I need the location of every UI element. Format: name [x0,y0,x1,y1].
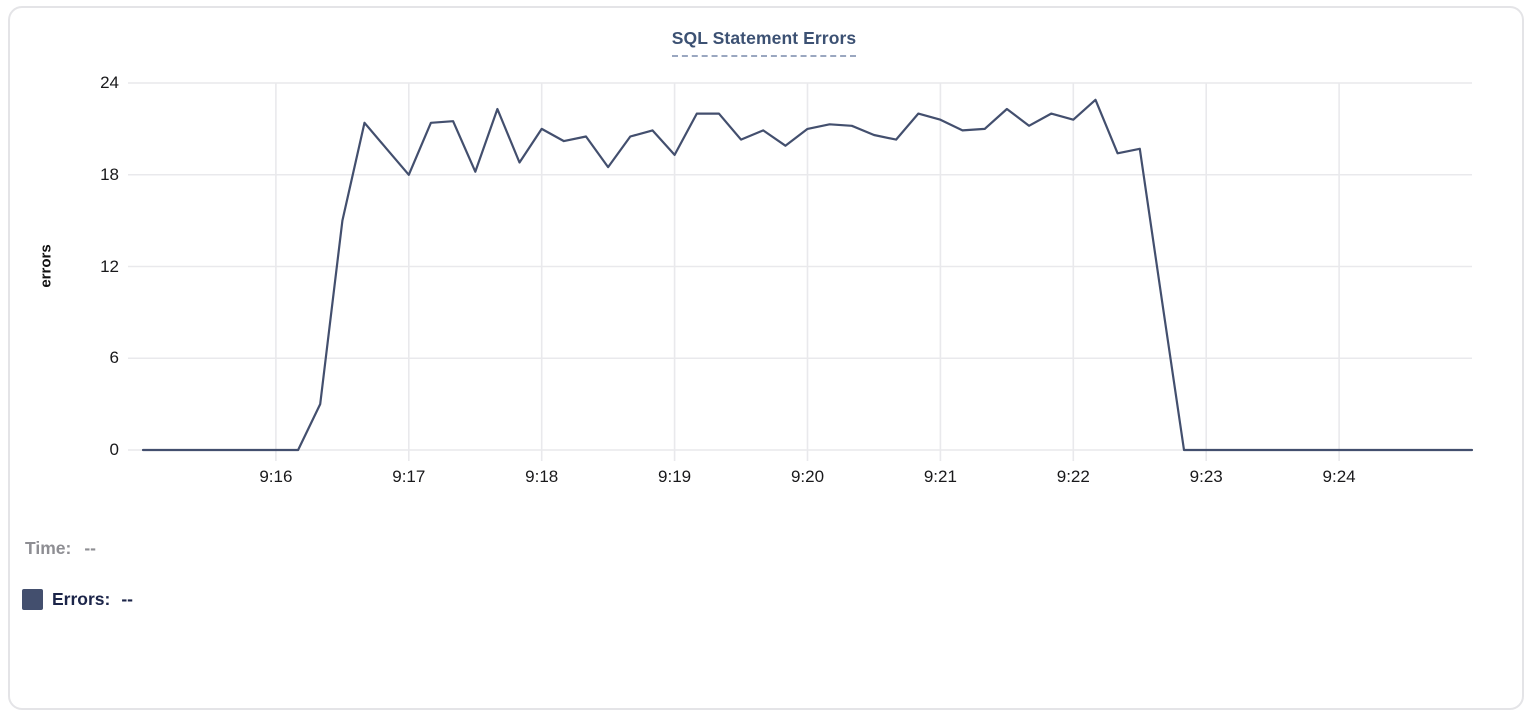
chart-title-row: SQL Statement Errors [0,28,1528,57]
legend-errors-row: Errors: -- [22,589,133,610]
y-tick-label: 24 [100,73,119,92]
tooltip-time-label: Time: [25,538,72,558]
x-tick-label: 9:24 [1322,467,1356,486]
x-tick-label: 9:18 [525,467,559,486]
x-tick-label: 9:21 [923,467,957,486]
tooltip-errors-value: -- [121,589,134,609]
y-tick-label: 18 [100,164,119,184]
errors-series-line[interactable] [141,98,1474,452]
y-tick-label: 0 [109,440,119,459]
tooltip-time-row: Time: -- [25,538,96,559]
chart-title[interactable]: SQL Statement Errors [671,28,857,57]
errors-series-swatch [22,589,43,610]
x-tick-label: 9:16 [259,467,293,486]
y-axis-label: errors [37,244,55,288]
chart-canvas[interactable] [0,0,1528,530]
x-tick-label: 9:19 [658,467,692,486]
legend-errors-label: Errors: [52,589,111,609]
x-tick-label: 9:20 [790,467,825,486]
y-tick-label: 12 [100,256,119,276]
tooltip-time-value: -- [84,538,97,558]
y-tick-label: 6 [109,348,119,368]
x-tick-label: 9:22 [1056,467,1090,486]
x-tick-label: 9:23 [1189,467,1223,486]
x-tick-label: 9:17 [392,467,426,486]
